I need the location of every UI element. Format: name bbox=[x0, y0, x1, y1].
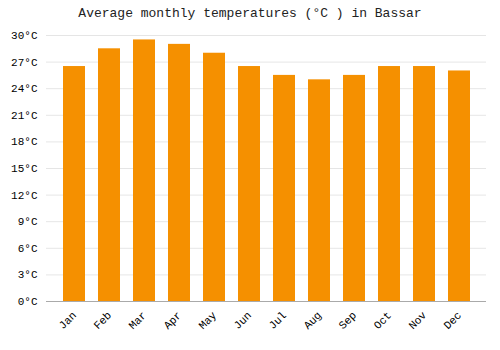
svg-text:9°C: 9°C bbox=[18, 216, 38, 228]
svg-text:Sep: Sep bbox=[337, 309, 359, 331]
svg-text:15°C: 15°C bbox=[11, 163, 38, 175]
svg-text:Feb: Feb bbox=[92, 309, 114, 331]
svg-text:18°C: 18°C bbox=[11, 136, 38, 148]
svg-text:30°C: 30°C bbox=[11, 30, 38, 42]
svg-text:Aug: Aug bbox=[302, 309, 324, 331]
svg-text:0°C: 0°C bbox=[18, 296, 38, 308]
svg-text:Dec: Dec bbox=[442, 309, 464, 331]
svg-text:Oct: Oct bbox=[372, 309, 394, 331]
svg-text:6°C: 6°C bbox=[18, 243, 38, 255]
svg-text:27°C: 27°C bbox=[11, 57, 38, 69]
svg-text:Nov: Nov bbox=[407, 309, 430, 332]
svg-text:May: May bbox=[197, 309, 220, 332]
svg-text:24°C: 24°C bbox=[11, 83, 38, 95]
svg-text:Mar: Mar bbox=[127, 309, 149, 331]
svg-text:Jan: Jan bbox=[57, 309, 79, 331]
svg-text:Jun: Jun bbox=[232, 309, 254, 331]
svg-text:Jul: Jul bbox=[267, 309, 289, 331]
svg-text:21°C: 21°C bbox=[11, 110, 38, 122]
html-text:Average monthly temperatures (: Average monthly temperatures (°C ) in Ba… bbox=[78, 6, 422, 21]
svg-text:Apr: Apr bbox=[162, 309, 184, 331]
svg-text:3°C: 3°C bbox=[18, 269, 38, 281]
svg-text:12°C: 12°C bbox=[11, 190, 38, 202]
